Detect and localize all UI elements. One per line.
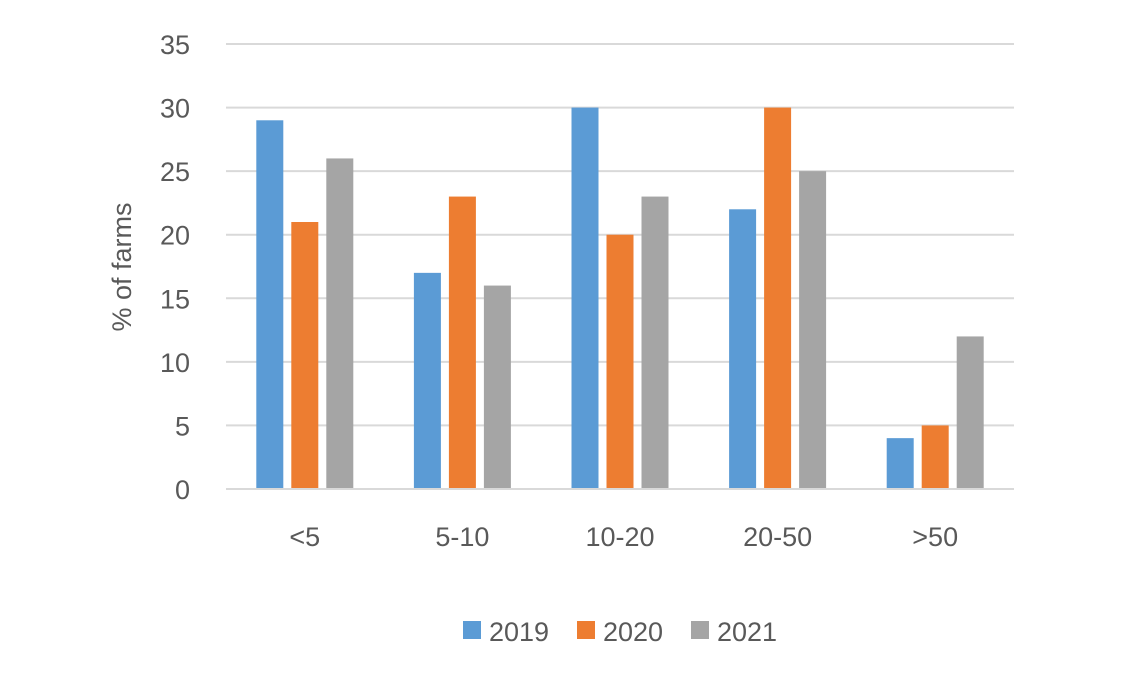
y-tick-label: 5: [175, 411, 190, 441]
bar-2021: [483, 285, 511, 489]
legend-swatch-2020: [577, 621, 595, 639]
legend-swatch-2021: [691, 621, 709, 639]
legend: 2019 2020 2021: [463, 617, 777, 647]
bar-2019: [886, 438, 914, 489]
bar-2021: [799, 171, 827, 489]
bar-2020: [291, 222, 319, 489]
bar-2021: [326, 158, 354, 489]
bar-2020: [448, 196, 476, 490]
bar-2019: [413, 272, 441, 489]
x-tick-label: <5: [289, 522, 320, 552]
y-tick-label: 10: [160, 348, 190, 378]
legend-swatch-2019: [463, 621, 481, 639]
x-tick-label: 5-10: [435, 522, 489, 552]
bar-2019: [571, 107, 599, 490]
y-tick-label: 30: [160, 94, 190, 124]
y-tick-label: 20: [160, 221, 190, 251]
y-axis-title: % of farms: [107, 202, 137, 331]
x-tick-label: >50: [912, 522, 958, 552]
bar-2020: [764, 107, 792, 490]
bar-2021: [956, 336, 984, 489]
y-tick-label: 0: [175, 475, 190, 505]
bar-2020: [606, 234, 634, 489]
y-tick-label: 25: [160, 157, 190, 187]
y-tick-label: 35: [160, 30, 190, 60]
bar-2019: [729, 209, 757, 490]
bar-2020: [921, 425, 949, 489]
bar-2021: [641, 196, 669, 490]
legend-label: 2020: [603, 617, 663, 647]
x-tick-label: 20-50: [743, 522, 812, 552]
legend-label: 2021: [717, 617, 777, 647]
x-tick-label: 10-20: [585, 522, 654, 552]
bars: [256, 107, 984, 490]
axes: 0 5 10 15 20 25 30 35 <5 5-10 10-20 20-50 >50: [160, 30, 1014, 552]
y-tick-label: 15: [160, 284, 190, 314]
bar-2019: [256, 120, 284, 490]
legend-label: 2019: [489, 617, 549, 647]
